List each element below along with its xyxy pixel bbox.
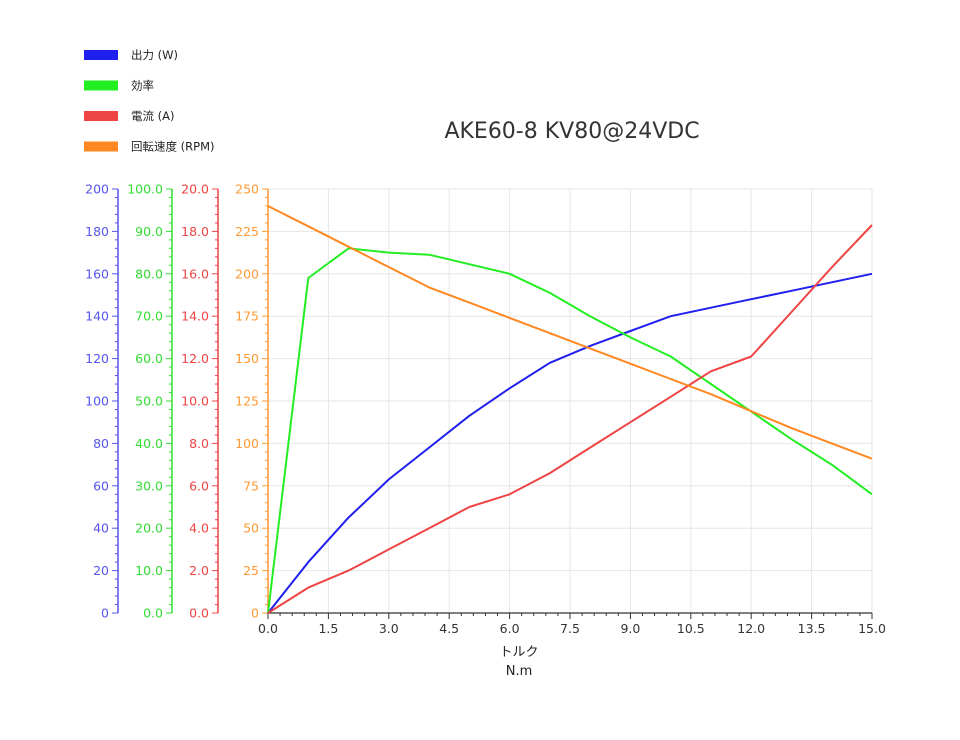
y-tick-label-efficiency: 20.0	[135, 521, 163, 536]
y-tick-label-power: 20	[93, 563, 109, 578]
y-tick-label-efficiency: 90.0	[135, 224, 163, 239]
legend-swatch-rpm	[84, 141, 118, 152]
y-tick-label-power: 120	[85, 351, 109, 366]
series-line-rpm	[267, 205, 873, 460]
x-tick-label: 13.5	[798, 621, 826, 636]
y-tick-label-power: 160	[85, 266, 109, 281]
y-tick-label-current: 12.0	[181, 351, 209, 366]
series-line-power	[267, 272, 873, 614]
x-tick-label: 9.0	[620, 621, 640, 636]
x-tick-label: 4.5	[439, 621, 459, 636]
series-lines	[267, 205, 873, 614]
x-tick-label: 6.0	[500, 621, 520, 636]
y-tick-label-rpm: 150	[235, 351, 259, 366]
y-tick-label-current: 14.0	[181, 309, 209, 324]
y-tick-label-efficiency: 80.0	[135, 266, 163, 281]
y-tick-label-efficiency: 0.0	[143, 606, 163, 621]
y-tick-label-power: 200	[85, 182, 109, 197]
y-tick-label-power: 80	[93, 436, 109, 451]
y-tick-label-efficiency: 70.0	[135, 309, 163, 324]
series-line-efficiency	[267, 247, 873, 614]
y-tick-label-efficiency: 50.0	[135, 394, 163, 409]
x-tick-label: 12.0	[737, 621, 765, 636]
x-tick-label: 15.0	[858, 621, 886, 636]
x-tick-label: 3.0	[379, 621, 399, 636]
y-tick-label-power: 40	[93, 521, 109, 536]
y-tick-label-rpm: 200	[235, 266, 259, 281]
y-tick-label-power: 140	[85, 309, 109, 324]
y-tick-label-rpm: 225	[235, 224, 259, 239]
x-tick-label: 7.5	[560, 621, 580, 636]
legend-label-power: 出力 (W)	[131, 48, 178, 62]
y-tick-label-current: 6.0	[189, 478, 209, 493]
legend-label-current: 電流 (A)	[131, 109, 175, 123]
y-tick-label-power: 100	[85, 394, 109, 409]
legend-swatch-efficiency	[84, 80, 118, 91]
y-tick-label-current: 18.0	[181, 224, 209, 239]
x-axis-title: トルク	[499, 645, 538, 660]
y-tick-label-efficiency: 40.0	[135, 436, 163, 451]
y-tick-label-efficiency: 60.0	[135, 351, 163, 366]
y-tick-label-current: 10.0	[181, 394, 209, 409]
legend-label-efficiency: 効率	[131, 79, 154, 93]
chart-title: AKE60-8 KV80@24VDC	[444, 119, 699, 144]
series-line-current	[267, 224, 873, 614]
y-tick-label-current: 20.0	[181, 182, 209, 197]
legend-swatch-current	[84, 111, 118, 121]
y-tick-label-rpm: 0	[251, 606, 259, 621]
y-tick-label-efficiency: 30.0	[135, 478, 163, 493]
y-tick-label-efficiency: 10.0	[135, 563, 163, 578]
y-tick-label-rpm: 50	[243, 521, 259, 536]
x-tick-label: 10.5	[677, 621, 705, 636]
y-tick-label-power: 0	[101, 606, 109, 621]
x-axis-unit: N.m	[506, 664, 533, 679]
legend-swatch-power	[84, 50, 118, 60]
grid	[268, 188, 873, 613]
y-tick-label-current: 8.0	[189, 436, 209, 451]
y-tick-label-efficiency: 100.0	[127, 182, 163, 197]
y-tick-label-current: 0.0	[189, 606, 209, 621]
x-tick-label: 0.0	[258, 621, 278, 636]
y-tick-label-power: 180	[85, 224, 109, 239]
y-tick-label-current: 4.0	[189, 521, 209, 536]
x-axis: 0.0 1.5 3.0 4.5 6.0 7.5 9.0 10.5 12.0 13.5 15.0	[258, 612, 886, 636]
y-tick-label-rpm: 25	[243, 563, 259, 578]
y-tick-label-rpm: 175	[235, 309, 259, 324]
y-tick-label-rpm: 100	[235, 436, 259, 451]
y-tick-label-rpm: 75	[243, 478, 259, 493]
y-tick-label-current: 2.0	[189, 563, 209, 578]
legend-label-rpm: 回転速度 (RPM)	[131, 140, 214, 154]
x-tick-label: 1.5	[318, 621, 338, 636]
y-tick-label-current: 16.0	[181, 266, 209, 281]
y-tick-label-power: 60	[93, 478, 109, 493]
y-axes: 0 20 40 60 80 100 120 140 160 180 200 0.0 10.0 20.0 30…	[85, 182, 269, 621]
y-tick-label-rpm: 125	[235, 394, 259, 409]
y-tick-label-rpm: 250	[235, 182, 259, 197]
